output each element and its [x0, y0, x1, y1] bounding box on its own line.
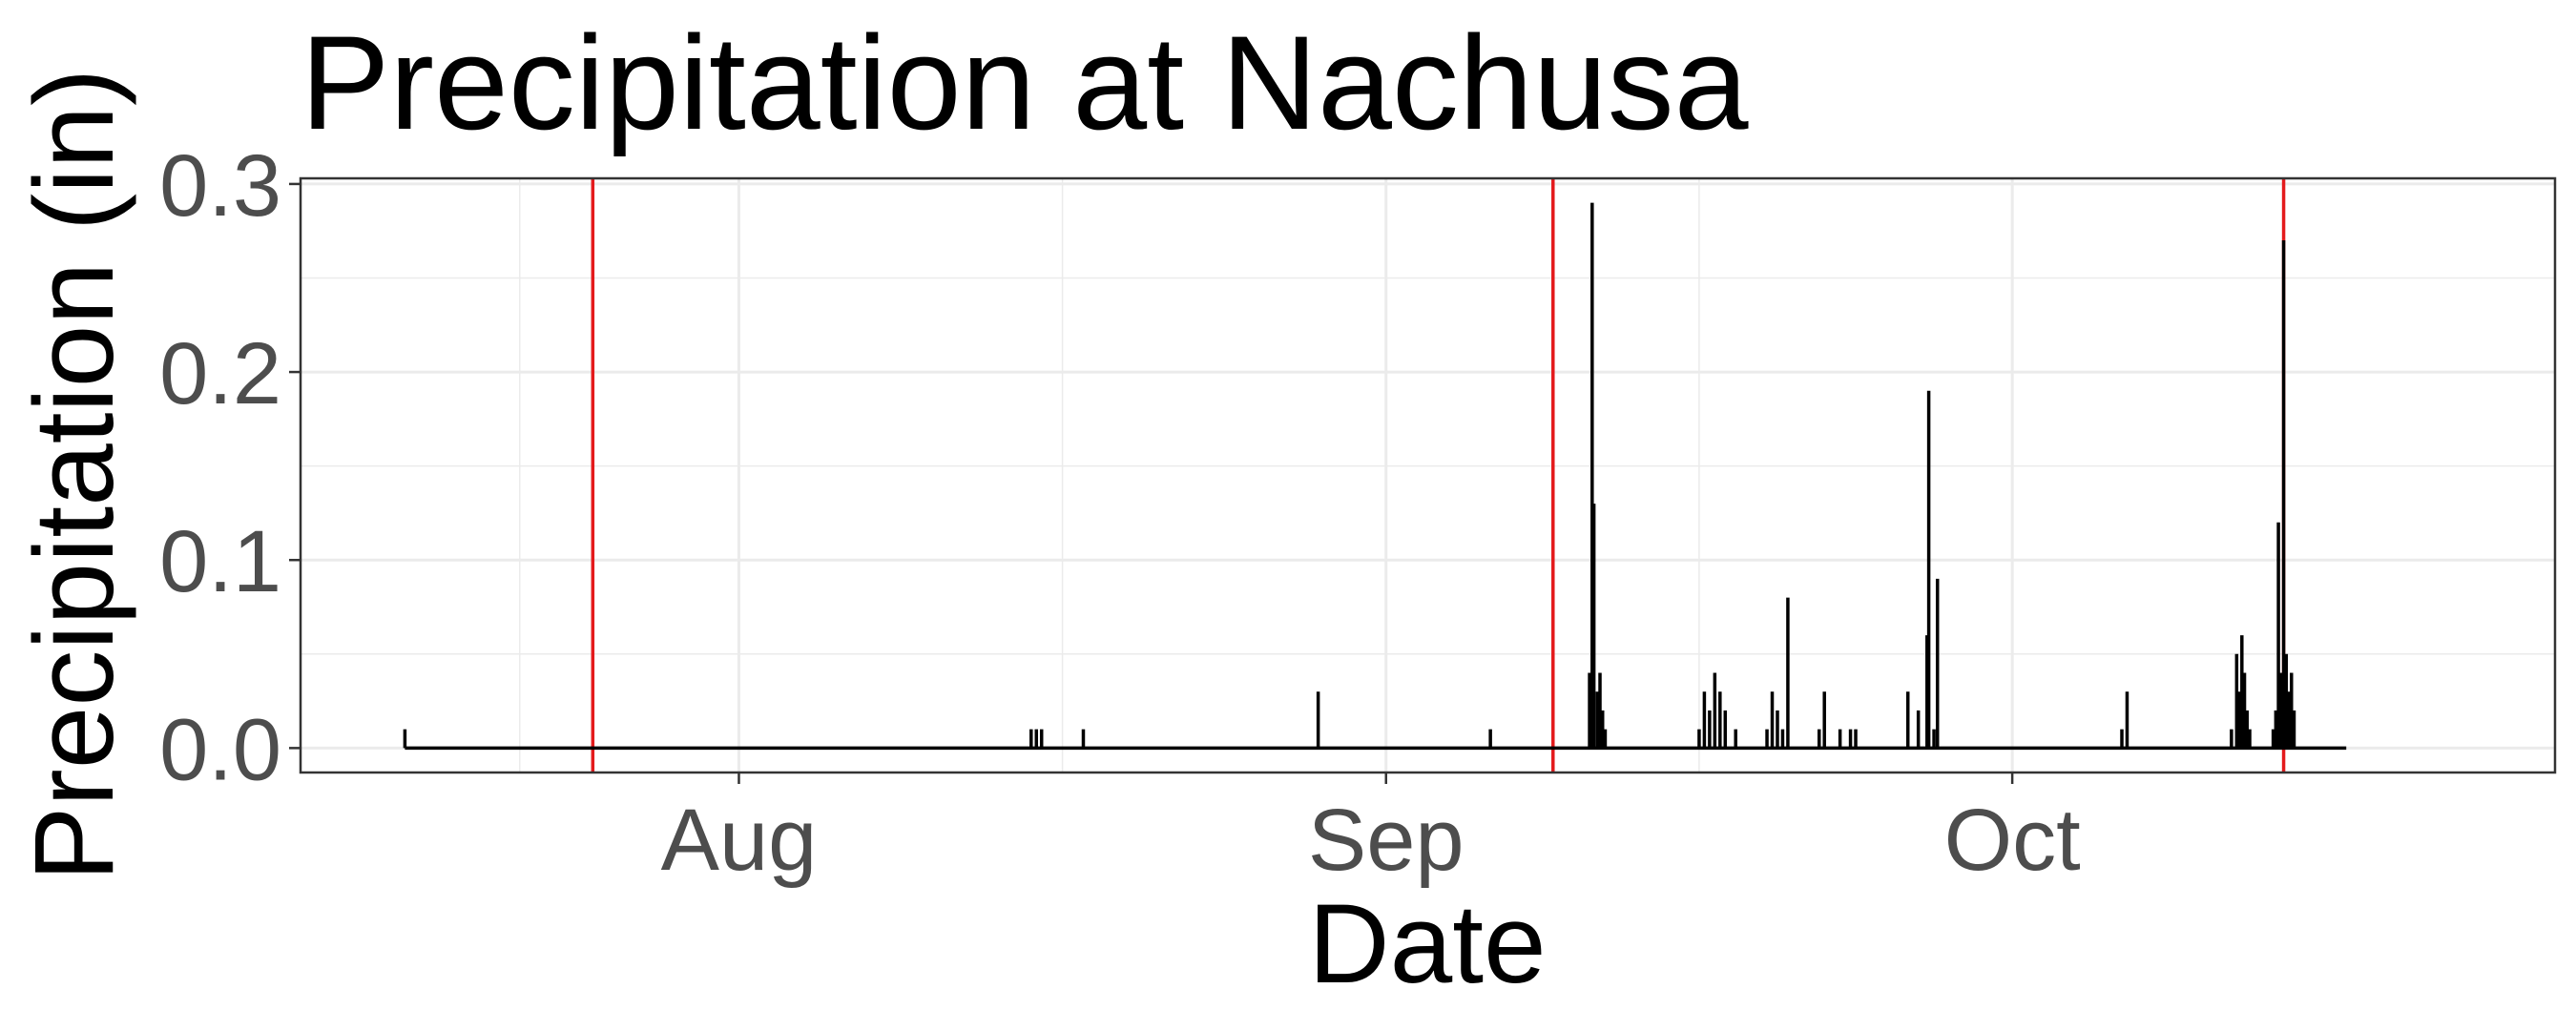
precipitation-series	[403, 202, 2347, 751]
x-tick-label: Oct	[1944, 792, 2081, 889]
x-axis: Aug Sep Oct	[661, 772, 2081, 889]
y-tick-label: 0.0	[159, 701, 281, 798]
plot-panel	[301, 178, 2555, 772]
minor-gridlines	[301, 178, 2555, 772]
plot-border	[299, 176, 2557, 774]
x-tick-label: Sep	[1308, 792, 1465, 889]
y-tick-label: 0.3	[159, 137, 281, 235]
x-tick-label: Aug	[661, 792, 818, 889]
y-axis-title: Precipitation (in)	[11, 69, 137, 882]
chart-title: Precipitation at Nachusa	[301, 8, 1749, 157]
x-axis-title: Date	[1308, 881, 1546, 1007]
y-axis: 0.0 0.1 0.2 0.3	[159, 137, 301, 798]
y-tick-label: 0.1	[159, 513, 281, 610]
y-tick-label: 0.2	[159, 325, 281, 422]
major-gridlines	[301, 178, 2555, 772]
